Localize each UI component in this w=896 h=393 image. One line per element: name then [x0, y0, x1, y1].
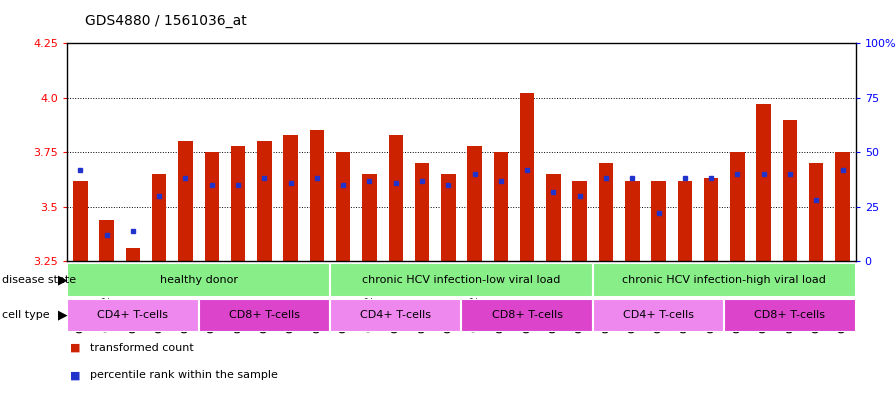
- Text: transformed count: transformed count: [90, 343, 194, 353]
- Text: disease state: disease state: [2, 275, 76, 285]
- Bar: [468, 146, 482, 261]
- Text: CD8+ T-cells: CD8+ T-cells: [754, 310, 825, 320]
- Bar: [67, 299, 199, 332]
- Bar: [783, 119, 797, 261]
- Text: chronic HCV infection-low viral load: chronic HCV infection-low viral load: [362, 275, 561, 285]
- Text: CD4+ T-cells: CD4+ T-cells: [360, 310, 431, 320]
- Bar: [441, 174, 455, 261]
- Bar: [178, 141, 193, 261]
- Text: ■: ■: [70, 343, 81, 353]
- Bar: [677, 181, 692, 261]
- Bar: [310, 130, 324, 261]
- Bar: [336, 152, 350, 261]
- Text: healthy donor: healthy donor: [159, 275, 237, 285]
- Bar: [724, 299, 856, 332]
- Bar: [257, 141, 271, 261]
- Bar: [494, 152, 508, 261]
- Bar: [625, 181, 640, 261]
- Text: CD8+ T-cells: CD8+ T-cells: [228, 310, 300, 320]
- Text: GDS4880 / 1561036_at: GDS4880 / 1561036_at: [85, 13, 247, 28]
- Text: chronic HCV infection-high viral load: chronic HCV infection-high viral load: [623, 275, 826, 285]
- Bar: [330, 263, 593, 297]
- Bar: [730, 152, 745, 261]
- Bar: [573, 181, 587, 261]
- Text: percentile rank within the sample: percentile rank within the sample: [90, 370, 278, 380]
- Text: CD8+ T-cells: CD8+ T-cells: [492, 310, 563, 320]
- Bar: [362, 174, 376, 261]
- Bar: [283, 135, 297, 261]
- Bar: [704, 178, 719, 261]
- Bar: [125, 248, 140, 261]
- Bar: [835, 152, 849, 261]
- Text: CD4+ T-cells: CD4+ T-cells: [98, 310, 168, 320]
- Bar: [809, 163, 823, 261]
- Text: CD4+ T-cells: CD4+ T-cells: [623, 310, 694, 320]
- Bar: [330, 299, 461, 332]
- Bar: [204, 152, 219, 261]
- Bar: [415, 163, 429, 261]
- Bar: [99, 220, 114, 261]
- Bar: [389, 135, 403, 261]
- Text: ▶: ▶: [58, 274, 68, 286]
- Bar: [520, 94, 534, 261]
- Bar: [593, 299, 724, 332]
- Text: ■: ■: [70, 370, 81, 380]
- Bar: [547, 174, 561, 261]
- Bar: [593, 263, 856, 297]
- Bar: [67, 263, 330, 297]
- Bar: [651, 181, 666, 261]
- Bar: [599, 163, 613, 261]
- Text: cell type: cell type: [2, 310, 49, 320]
- Text: ▶: ▶: [58, 309, 68, 322]
- Bar: [231, 146, 246, 261]
- Bar: [461, 299, 593, 332]
- Bar: [73, 181, 88, 261]
- Bar: [756, 104, 771, 261]
- Bar: [199, 299, 330, 332]
- Bar: [152, 174, 167, 261]
